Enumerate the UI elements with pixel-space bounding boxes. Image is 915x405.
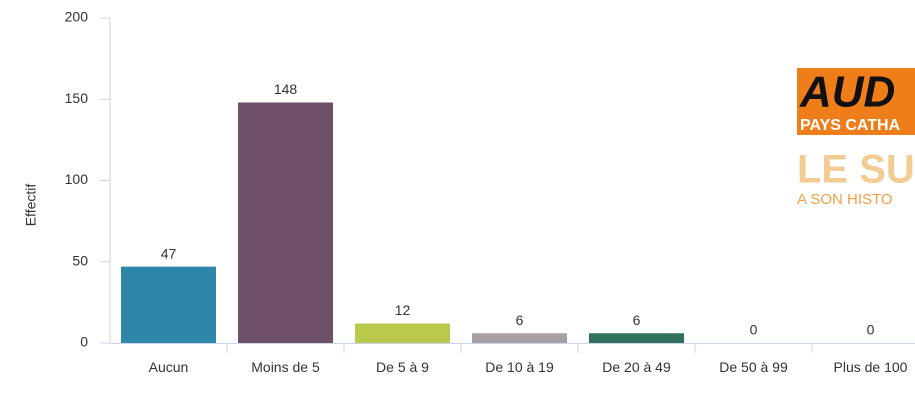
data-label: 0 xyxy=(750,322,758,338)
bar xyxy=(121,266,216,343)
logo-text: PAYS CATHA xyxy=(800,117,901,134)
y-tick-label: 150 xyxy=(65,90,89,106)
data-label: 12 xyxy=(395,302,411,318)
y-tick-label: 200 xyxy=(65,9,89,25)
y-tick-label: 0 xyxy=(80,334,88,350)
logo-text: AUD xyxy=(799,68,895,117)
x-tick-label: De 5 à 9 xyxy=(376,359,429,375)
logo-box xyxy=(797,68,915,135)
y-axis-label: Effectif xyxy=(23,184,39,227)
x-tick-label: Moins de 5 xyxy=(251,359,320,375)
x-tick-label: Aucun xyxy=(148,359,189,375)
y-tick-label: 50 xyxy=(72,252,88,268)
x-tick-label: De 50 à 99 xyxy=(719,359,788,375)
data-label: 148 xyxy=(274,81,298,97)
data-label: 6 xyxy=(633,312,641,328)
y-tick-label: 100 xyxy=(65,171,89,187)
x-tick-label: De 10 à 19 xyxy=(485,359,554,375)
x-tick-label: De 20 à 49 xyxy=(602,359,671,375)
bar xyxy=(589,333,684,343)
x-tick-label: Plus de 100 xyxy=(833,359,908,375)
logo-text: A SON HISTO xyxy=(797,191,893,208)
bar xyxy=(238,102,333,343)
data-label: 6 xyxy=(516,312,524,328)
logo-text: LE SU xyxy=(797,148,915,192)
bar xyxy=(355,323,450,343)
data-label: 47 xyxy=(161,245,177,261)
bar xyxy=(472,333,567,343)
data-label: 0 xyxy=(867,322,875,338)
